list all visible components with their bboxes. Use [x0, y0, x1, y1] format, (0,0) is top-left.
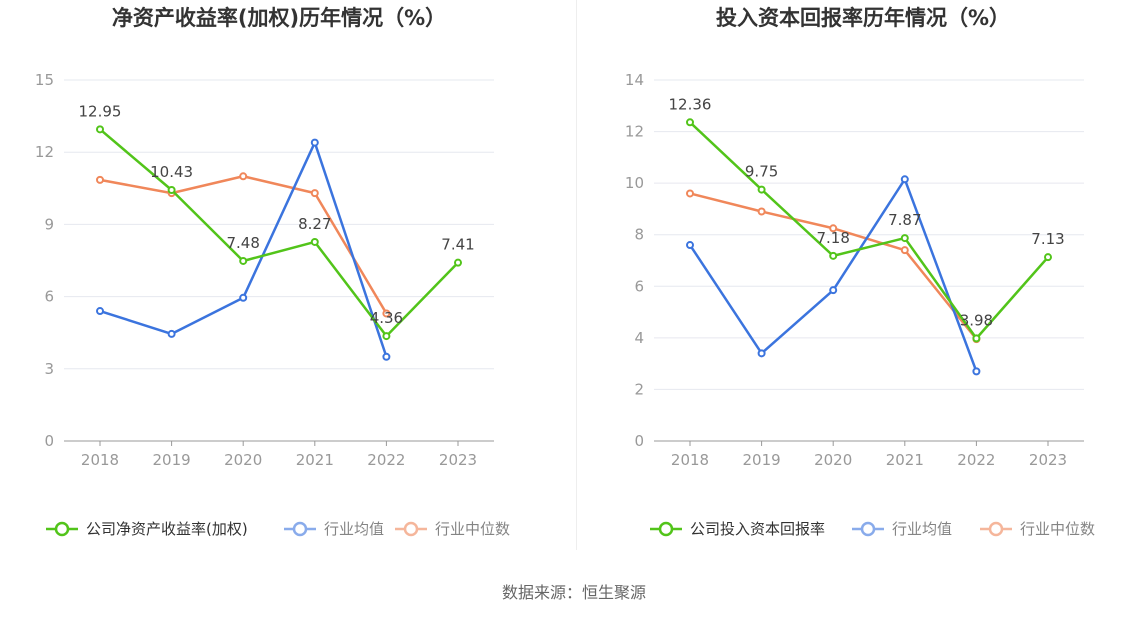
series-line-median — [689, 192, 978, 340]
data-point-median — [96, 175, 104, 184]
data-point-avg — [382, 352, 391, 361]
data-point-company — [1044, 253, 1052, 262]
data-point-median — [310, 189, 319, 198]
data-label: 9.75 — [745, 163, 778, 181]
y-tick-label: 15 — [35, 71, 54, 89]
data-label: 3.98 — [960, 311, 993, 329]
data-point-company — [900, 234, 909, 243]
legend-item-company: 公司投入资本回报率 — [650, 520, 825, 538]
legend-item-median: 行业中位数 — [395, 520, 510, 538]
data-point-company — [454, 258, 462, 267]
x-tick-label: 2018 — [81, 451, 119, 469]
data-point-avg — [96, 307, 104, 316]
legend-marker — [54, 521, 70, 537]
data-point-avg — [972, 367, 981, 376]
data-point-company — [382, 332, 391, 341]
chart-title: 投入资本回报率历年情况（%） — [716, 6, 1010, 30]
data-label: 10.43 — [150, 163, 193, 181]
y-tick-label: 10 — [625, 174, 644, 192]
series-line-avg — [688, 178, 978, 372]
data-point-median — [829, 224, 838, 233]
x-tick-label: 2020 — [814, 451, 852, 469]
data-point-avg — [167, 329, 176, 338]
legend-label: 行业均值 — [892, 520, 952, 538]
legend-label: 公司净资产收益率(加权) — [86, 520, 248, 538]
legend-label: 行业中位数 — [1020, 520, 1095, 538]
y-tick-label: 14 — [625, 71, 644, 89]
data-point-avg — [900, 175, 909, 184]
y-tick-label: 3 — [44, 360, 54, 378]
y-tick-label: 9 — [44, 215, 54, 233]
data-point-median — [686, 189, 694, 198]
x-tick-label: 2023 — [1029, 451, 1067, 469]
data-label: 12.36 — [669, 95, 712, 113]
x-tick-label: 2018 — [671, 451, 709, 469]
data-label: 7.41 — [441, 236, 474, 254]
series-line-company — [689, 121, 1049, 340]
y-tick-label: 6 — [634, 277, 644, 295]
legend-item-avg: 行业均值 — [284, 520, 384, 538]
data-point-median — [757, 207, 766, 216]
data-label: 12.95 — [79, 102, 122, 120]
y-tick-label: 12 — [35, 143, 54, 161]
data-point-company — [686, 118, 694, 127]
data-point-avg — [310, 138, 319, 147]
legend-item-median: 行业中位数 — [980, 520, 1095, 538]
data-point-company — [829, 251, 838, 260]
data-point-company — [757, 185, 766, 194]
legend-item-company: 公司净资产收益率(加权) — [46, 520, 248, 538]
chart-title: 净资产收益率(加权)历年情况（%） — [112, 6, 446, 30]
data-point-company — [972, 334, 981, 343]
data-point-company — [239, 256, 248, 265]
data-label: 7.48 — [226, 234, 259, 252]
series-line-company — [99, 128, 459, 338]
x-tick-label: 2021 — [296, 451, 334, 469]
x-tick-label: 2022 — [957, 451, 995, 469]
data-point-median — [239, 172, 248, 181]
data-point-company — [167, 185, 176, 194]
legend-marker — [403, 521, 419, 537]
data-point-median — [900, 246, 909, 255]
x-tick-label: 2020 — [224, 451, 262, 469]
data-label: 7.13 — [1031, 230, 1064, 248]
y-tick-label: 8 — [634, 226, 644, 244]
x-tick-label: 2023 — [439, 451, 477, 469]
data-label: 4.36 — [370, 309, 403, 327]
data-label: 7.18 — [816, 229, 849, 247]
data-point-median — [382, 309, 391, 318]
legend-label: 行业均值 — [324, 520, 384, 538]
legend-marker — [658, 521, 674, 537]
x-tick-label: 2022 — [367, 451, 405, 469]
legend-marker — [292, 521, 308, 537]
x-tick-label: 2019 — [153, 451, 191, 469]
data-point-company — [96, 125, 104, 134]
y-tick-label: 6 — [44, 288, 54, 306]
data-point-company — [310, 237, 319, 246]
data-point-avg — [757, 349, 766, 358]
legend-label: 行业中位数 — [435, 520, 510, 538]
y-tick-label: 0 — [44, 432, 54, 450]
legend-marker — [988, 521, 1004, 537]
data-point-avg — [239, 293, 248, 302]
y-tick-label: 2 — [634, 380, 644, 398]
x-tick-label: 2021 — [886, 451, 924, 469]
data-source: 数据来源：恒生聚源 — [502, 583, 646, 602]
y-tick-label: 0 — [634, 432, 644, 450]
legend-item-avg: 行业均值 — [852, 520, 952, 538]
data-label: 8.27 — [298, 215, 331, 233]
data-label: 7.87 — [888, 211, 921, 229]
legend-marker — [860, 521, 876, 537]
y-tick-label: 12 — [625, 123, 644, 141]
data-point-avg — [686, 241, 694, 250]
x-tick-label: 2019 — [743, 451, 781, 469]
y-tick-label: 4 — [634, 329, 644, 347]
chart-divider — [576, 0, 577, 550]
legend-label: 公司投入资本回报率 — [690, 520, 825, 538]
data-point-avg — [829, 286, 838, 295]
